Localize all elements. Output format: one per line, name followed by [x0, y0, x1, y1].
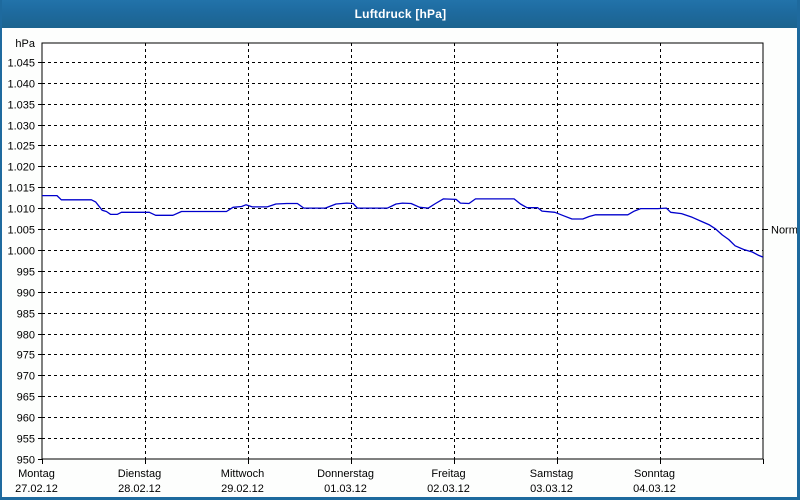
- y-tick-label: 970: [17, 371, 35, 383]
- x-date-label: 29.02.12: [221, 483, 264, 495]
- y-tick-label: 1.005: [7, 225, 35, 237]
- y-tick-label: 1.025: [7, 141, 35, 153]
- x-day-label: Sonntag: [634, 468, 675, 480]
- y-tick-label: 960: [17, 413, 35, 425]
- x-day-label: Donnerstag: [317, 468, 374, 480]
- y-tick-label: 1.010: [7, 204, 35, 216]
- titlebar: Luftdruck [hPa]: [2, 0, 797, 28]
- x-date-label: 04.03.12: [633, 483, 676, 495]
- y-tick-label: 1.000: [7, 246, 35, 258]
- y-axis-unit-label: hPa: [15, 38, 35, 50]
- y-tick-label: 975: [17, 350, 35, 362]
- x-date-label: 28.02.12: [118, 483, 161, 495]
- x-date-label: 01.03.12: [324, 483, 367, 495]
- y-tick-label: 980: [17, 330, 35, 342]
- x-date-label: 27.02.12: [15, 483, 58, 495]
- window-title: Luftdruck [hPa]: [354, 7, 447, 21]
- y-tick-label: 1.030: [7, 121, 35, 133]
- y-tick-label: 955: [17, 434, 35, 446]
- y-tick-label: 1.015: [7, 183, 35, 195]
- y-tick-label: 1.040: [7, 79, 35, 91]
- normal-marker-label: Normal: [771, 225, 800, 237]
- y-tick-label: 990: [17, 288, 35, 300]
- x-day-label: Freitag: [431, 468, 465, 480]
- y-tick-label: 1.035: [7, 100, 35, 112]
- x-day-label: Samstag: [530, 468, 573, 480]
- y-tick-label: 1.020: [7, 162, 35, 174]
- y-tick-label: 985: [17, 309, 35, 321]
- x-date-label: 03.03.12: [530, 483, 573, 495]
- y-tick-label: 950: [17, 455, 35, 467]
- x-day-label: Dienstag: [118, 468, 161, 480]
- x-day-label: Mittwoch: [221, 468, 264, 480]
- y-tick-label: 995: [17, 267, 35, 279]
- x-day-label: Montag: [18, 468, 55, 480]
- x-date-label: 02.03.12: [427, 483, 470, 495]
- pressure-series-line: [42, 194, 764, 258]
- y-tick-label: 965: [17, 392, 35, 404]
- y-tick-label: 1.045: [7, 58, 35, 70]
